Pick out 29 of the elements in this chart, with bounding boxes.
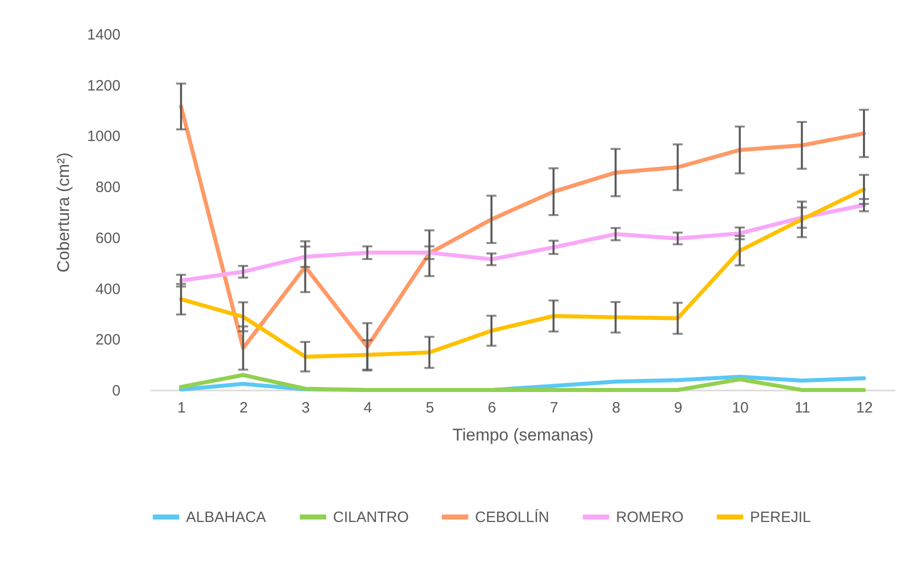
x-tick-label: 10 [732,400,749,416]
x-tick-label: 8 [612,400,620,416]
y-tick-label: 200 [95,332,120,349]
legend-label: ROMERO [616,509,684,526]
x-tick-label: 12 [856,400,873,416]
y-tick-label: 1400 [87,26,120,44]
y-tick-label: 600 [95,230,120,247]
x-tick-label: 5 [426,400,434,416]
y-tick-label: 0 [112,382,120,400]
legend-label: CILANTRO [333,509,409,526]
line-series [179,104,866,350]
x-tick-label: 6 [488,400,496,416]
y-tick-label: 1000 [87,128,120,146]
x-axis-title: Tiempo (semanas) [452,426,594,444]
y-tick-label: 1200 [87,77,120,94]
legend-label: PEREJIL [750,509,811,526]
y-tick-label: 400 [95,280,120,298]
x-tick-label: 3 [302,400,310,416]
x-tick-label: 1 [177,400,186,416]
x-tick-label: 9 [674,400,682,416]
y-axis-title: Cobertura (cm²) [54,152,74,272]
x-tick-label: 4 [364,400,372,416]
legend-label: ALBAHACA [186,509,266,526]
line-series [179,187,866,359]
y-tick-label: 800 [95,179,120,196]
x-tick-label: 2 [239,400,248,416]
legend-label: CEBOLLÍN [475,508,550,526]
x-tick-label: 11 [794,400,810,416]
x-tick-label: 7 [550,400,558,416]
